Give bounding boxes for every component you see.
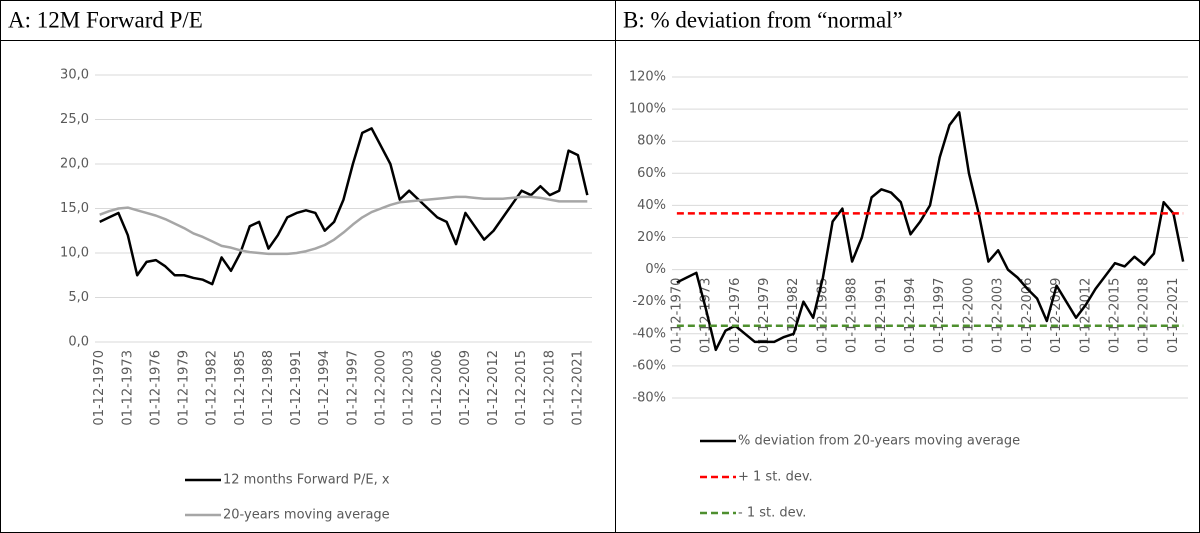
x-tick-label: 01-12-2015	[514, 350, 529, 426]
x-tick-label: 01-12-1997	[345, 350, 360, 426]
y-tick-label: 10,0	[60, 246, 89, 261]
x-tick-label: 01-12-1973	[120, 350, 135, 426]
x-tick-label: 01-12-1976	[728, 278, 743, 354]
panel-title: B: % deviation from “normal”	[623, 7, 903, 32]
y-tick-label: -60%	[632, 358, 666, 373]
x-tick-label: 01-12-2021	[1166, 278, 1181, 354]
x-tick-label: 01-12-1979	[757, 278, 772, 354]
series-line	[99, 195, 588, 256]
y-tick-label: 20,0	[60, 157, 89, 172]
x-tick-label: 01-12-2009	[458, 350, 473, 426]
x-tick-label: 01-12-1970	[669, 278, 684, 354]
y-tick-label: 60%	[637, 166, 666, 181]
x-tick-label: 01-12-1979	[177, 350, 192, 426]
x-tick-label: 01-12-2021	[570, 350, 585, 426]
x-tick-label: 01-12-1991	[289, 350, 304, 426]
x-tick-label: 01-12-2018	[542, 350, 557, 426]
y-tick-label: -80%	[632, 391, 666, 406]
x-tick-label: 01-12-1976	[148, 350, 163, 426]
x-tick-label: 01-12-1988	[261, 350, 276, 426]
x-tick-label: 01-12-1991	[874, 278, 889, 354]
y-tick-label: -20%	[632, 294, 666, 309]
x-tick-label: 01-12-2012	[1078, 278, 1093, 354]
legend-label: % deviation from 20-years moving average	[738, 434, 1020, 449]
x-tick-label: 01-12-1997	[932, 278, 947, 354]
y-tick-label: 15,0	[60, 201, 89, 216]
x-tick-label: 01-12-2000	[961, 278, 976, 354]
panel-title: A: 12M Forward P/E	[8, 7, 203, 32]
y-tick-label: -40%	[632, 326, 666, 341]
x-tick-label: 01-12-2003	[402, 350, 417, 426]
y-tick-label: 30,0	[60, 68, 89, 83]
x-tick-label: 01-12-2018	[1137, 278, 1152, 354]
x-tick-label: 01-12-1970	[92, 350, 107, 426]
x-tick-label: 01-12-2000	[374, 350, 389, 426]
y-tick-label: 5,0	[68, 290, 89, 305]
series-line	[676, 111, 1185, 352]
legend-label: 20-years moving average	[223, 508, 390, 523]
y-tick-label: 20%	[637, 230, 666, 245]
y-tick-label: 120%	[629, 70, 666, 85]
legend-label: + 1 st. dev.	[738, 470, 813, 485]
x-tick-label: 01-12-2003	[991, 278, 1006, 354]
legend-label: 12 months Forward P/E, x	[223, 473, 390, 488]
series-line	[99, 127, 589, 286]
y-tick-label: 100%	[629, 102, 666, 117]
x-tick-label: 01-12-1985	[815, 278, 830, 354]
x-tick-label: 01-12-1994	[903, 278, 918, 354]
legend-label: - 1 st. dev.	[738, 506, 806, 521]
x-tick-label: 01-12-2015	[1107, 278, 1122, 354]
x-tick-label: 01-12-1994	[317, 350, 332, 426]
x-tick-label: 01-12-2006	[430, 350, 445, 426]
x-tick-label: 01-12-1982	[205, 350, 220, 426]
x-tick-label: 01-12-2012	[486, 350, 501, 426]
y-tick-label: 0%	[645, 262, 666, 277]
y-tick-label: 25,0	[60, 112, 89, 127]
y-tick-label: 40%	[637, 198, 666, 213]
x-tick-label: 01-12-2006	[1020, 278, 1035, 354]
x-tick-label: 01-12-1985	[233, 350, 248, 426]
x-tick-label: 01-12-1988	[845, 278, 860, 354]
y-tick-label: 80%	[637, 134, 666, 149]
y-tick-label: 0,0	[68, 335, 89, 350]
